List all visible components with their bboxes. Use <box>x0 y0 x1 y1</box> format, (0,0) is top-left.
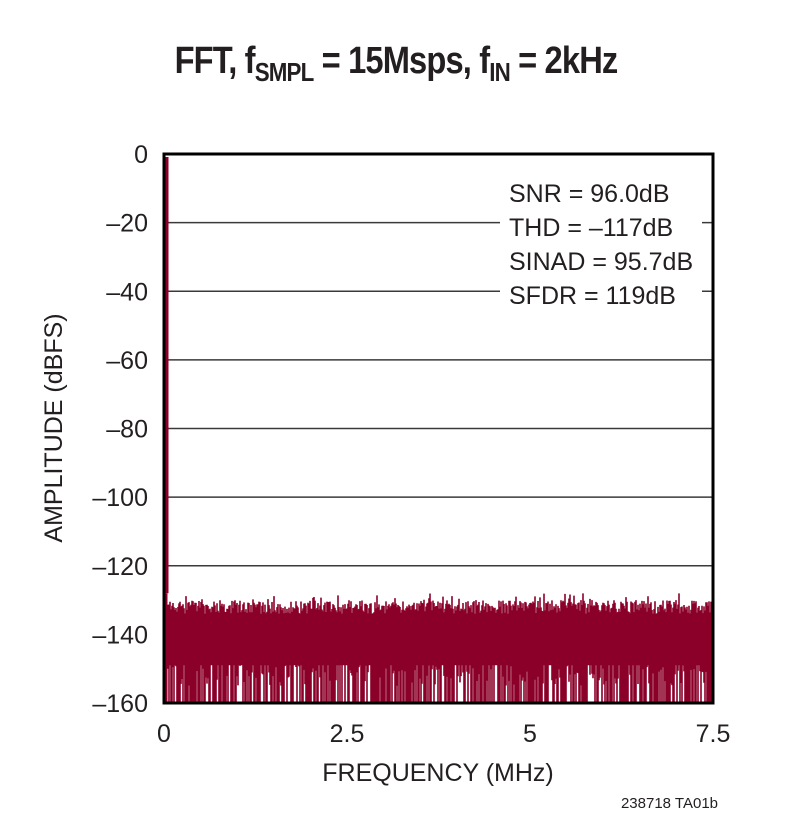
y-tick-label: –100 <box>92 484 148 512</box>
x-tick-label: 5 <box>523 720 537 748</box>
y-tick-label: –120 <box>92 553 148 581</box>
y-tick-label: –20 <box>106 210 148 238</box>
y-tick-label: –40 <box>106 278 148 306</box>
fft-trace <box>164 157 712 703</box>
y-tick-label: 0 <box>134 141 148 169</box>
plot-frame <box>162 152 715 705</box>
y-tick-label: –80 <box>106 416 148 444</box>
y-tick-label: –60 <box>106 347 148 375</box>
chart-title: FFT, fSMPL = 15Msps, fIN = 2kHz <box>174 40 619 87</box>
x-tick-label: 7.5 <box>696 720 731 748</box>
x-axis-label: FREQUENCY (MHz) <box>322 759 553 787</box>
metric-text: SNR = 96.0dB <box>509 180 670 208</box>
y-axis-ticks: 0 –20 –40 –60 –80 –100 –120 –140 –160 <box>92 141 148 718</box>
metric-text: THD = –117dB <box>509 214 673 242</box>
metric-text: SFDR = 119dB <box>509 282 676 310</box>
y-tick-label: –160 <box>92 690 148 718</box>
y-axis-label: AMPLITUDE (dBFS) <box>40 313 68 542</box>
y-tick-label: –140 <box>92 621 148 649</box>
x-tick-label: 0 <box>157 720 171 748</box>
metric-text: SINAD = 95.7dB <box>509 248 693 276</box>
metrics-annotation: SNR = 96.0dB THD = –117dB SINAD = 95.7dB SF… <box>509 180 693 310</box>
figure-code: 238718 TA01b <box>621 795 718 812</box>
x-tick-label: 2.5 <box>330 720 365 748</box>
x-axis-ticks: 0 2.5 5 7.5 <box>157 720 730 748</box>
